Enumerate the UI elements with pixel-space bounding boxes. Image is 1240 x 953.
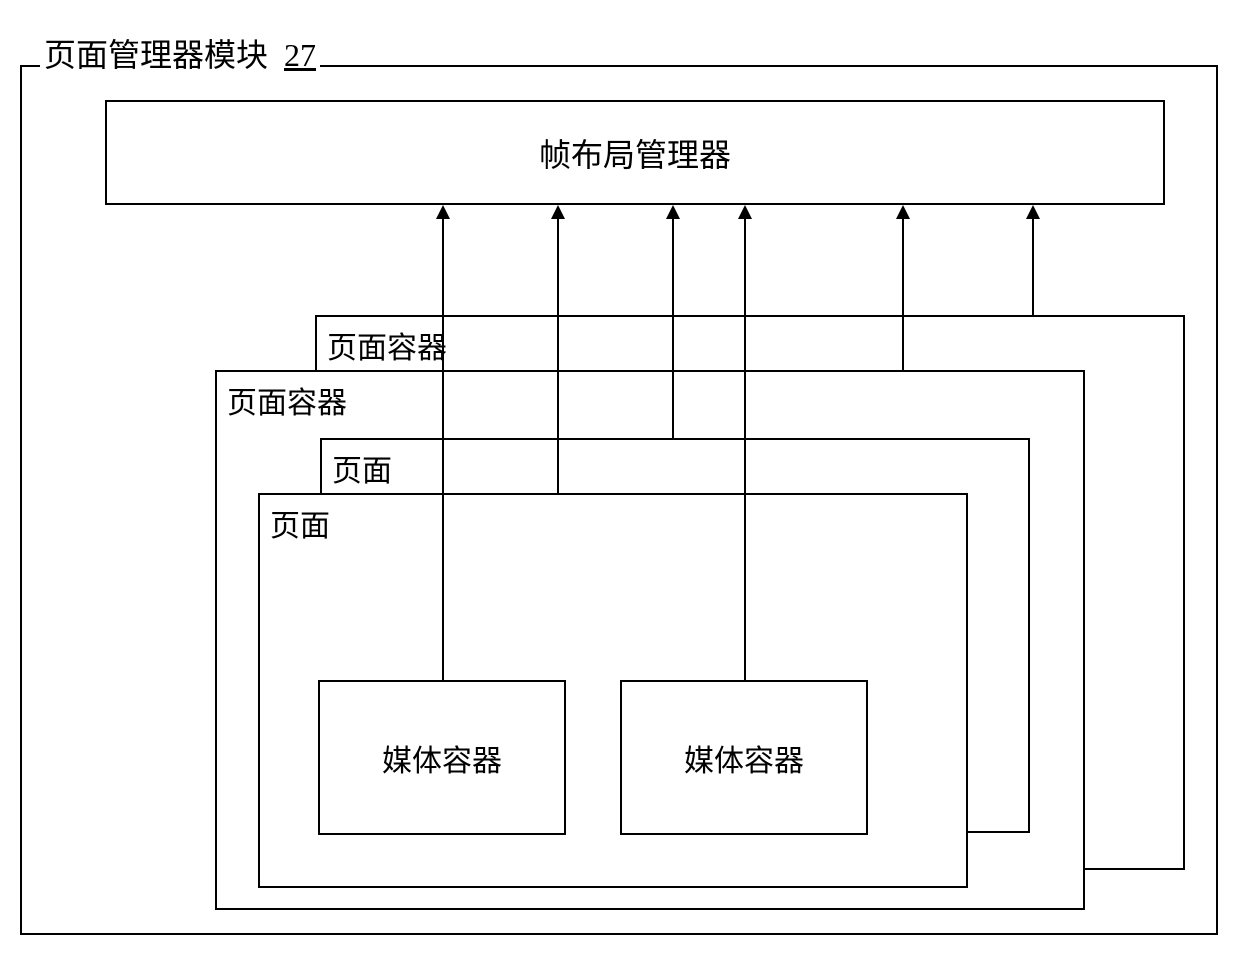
frame-layout-manager-label: 帧布局管理器 xyxy=(539,130,731,176)
media-container-right-label: 媒体容器 xyxy=(684,736,804,780)
module-title: 页面管理器模块 27 xyxy=(40,30,320,76)
media-container-right: 媒体容器 xyxy=(620,680,868,835)
module-title-text: 页面管理器模块 xyxy=(44,37,268,73)
page-back-label: 页面 xyxy=(332,446,392,490)
page-front-label: 页面 xyxy=(270,501,330,545)
module-title-number: 27 xyxy=(284,37,316,73)
media-container-left: 媒体容器 xyxy=(318,680,566,835)
diagram-canvas: 页面管理器模块 27 帧布局管理器 页面容器 页面容器 页面 页面 媒体容器 媒… xyxy=(0,0,1240,953)
page-container-front-label: 页面容器 xyxy=(227,378,347,422)
media-container-left-label: 媒体容器 xyxy=(382,736,502,780)
page-container-back-label: 页面容器 xyxy=(327,323,447,367)
frame-layout-manager-box: 帧布局管理器 xyxy=(105,100,1165,205)
